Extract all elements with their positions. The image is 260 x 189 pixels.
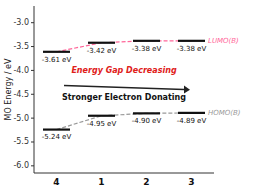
y-tick: [31, 118, 34, 119]
series-label: LUMO(B): [208, 37, 239, 45]
y-tick-label: -3.0: [13, 18, 29, 27]
y-tick-label: -6.0: [13, 161, 29, 170]
y-tick-label: -5.5: [13, 137, 29, 146]
y-tick: [31, 22, 34, 23]
category-label: 3: [188, 177, 194, 187]
data-label: -4.89 eV: [177, 117, 207, 125]
y-tick: [31, 46, 34, 47]
connector-line: [57, 41, 192, 52]
energy-level: [178, 112, 205, 114]
energy-level: [178, 40, 205, 42]
data-label: -4.95 eV: [87, 120, 117, 128]
energy-level: [43, 51, 70, 53]
category-label: 4: [53, 177, 59, 187]
y-axis-label: MO Energy / eV: [4, 58, 13, 120]
connector-line: [57, 113, 192, 130]
y-tick: [31, 70, 34, 71]
y-tick: [31, 165, 34, 166]
data-label: -3.38 eV: [177, 45, 207, 53]
data-label: -4.90 eV: [132, 117, 162, 125]
data-label: -3.42 eV: [87, 47, 117, 55]
arrow-line: [64, 86, 184, 90]
data-label: -3.61 eV: [42, 56, 72, 64]
data-label: -3.38 eV: [132, 45, 162, 53]
category-label: 2: [143, 177, 149, 187]
category-label: 1: [98, 177, 104, 187]
series-label: HOMO(B): [208, 109, 241, 117]
annotation: Energy Gap Decreasing: [71, 66, 177, 75]
y-tick: [31, 94, 34, 95]
y-tick-label: -4.5: [13, 90, 29, 99]
data-label: -5.24 eV: [42, 133, 72, 141]
energy-level: [88, 42, 115, 44]
annotation: Stronger Electron Donating: [62, 93, 186, 102]
energy-level: [43, 128, 70, 130]
energy-level: [133, 112, 160, 114]
energy-level: [133, 40, 160, 42]
y-tick-label: -4.0: [13, 66, 29, 75]
x-axis: [34, 173, 214, 174]
energy-level: [88, 115, 115, 117]
y-axis: [34, 6, 35, 173]
y-tick-label: -3.5: [13, 42, 29, 51]
y-tick-label: -5.0: [13, 114, 29, 123]
chart: -3.0 -3.5 -4.0 -4.5 -5.0 -5.5 -6.0 MO Energy / …: [0, 0, 260, 189]
y-tick: [31, 141, 34, 142]
